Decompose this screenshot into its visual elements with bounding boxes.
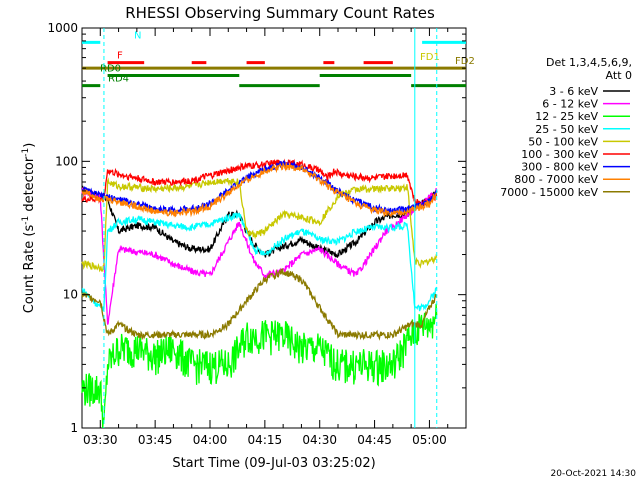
series-line-8 [81,268,438,341]
x-axis-ticks: 03:30 03:45 04:00 04:15 04:30 04:45 05:00 [81,28,467,447]
legend-label: 100 - 300 keV [521,148,598,161]
status-label-fd1: FD1 [420,52,440,63]
series-line-1 [81,186,438,325]
x-tick-label: 04:15 [248,433,283,447]
status-label-fd2: FD2 [455,56,475,67]
status-label-rd4: RD4 [108,74,129,85]
legend-label: 3 - 6 keV [549,85,598,98]
plot-frame [81,27,467,429]
y-tick-label: 1000 [47,21,78,35]
chart-title: RHESSI Observing Summary Count Rates [125,4,435,22]
status-label-n: N [134,30,141,41]
y-tick-label: 100 [55,154,78,168]
y-tick-label: 10 [63,288,78,302]
footer-date: 20-Oct-2021 14:30 [551,469,637,479]
x-tick-label: 05:00 [412,433,447,447]
series-line-7 [81,161,438,218]
legend-header-line1: Det 1,3,4,5,6,9, [546,56,632,69]
status-label-rd0: RD0 [100,64,121,75]
x-tick-label: 04:00 [193,433,228,447]
series-line-3 [81,212,438,312]
series-line-4 [81,177,438,273]
series-line-6 [81,160,437,216]
x-tick-label: 03:45 [138,433,173,447]
y-axis-ticks: 1 10 100 1000 [47,21,466,435]
legend-header-line2: Att 0 [606,69,632,82]
vertical-markers [103,28,438,428]
legend-label: 800 - 7000 keV [514,173,598,186]
status-label-f: F [117,51,123,62]
legend-label: 7000 - 15000 keV [500,186,598,199]
x-tick-label: 03:30 [83,433,118,447]
legend-label: 12 - 25 keV [535,110,598,123]
legend-label: 50 - 100 keV [528,135,598,148]
series-line-5 [81,158,438,209]
legend-label: 25 - 50 keV [535,123,598,136]
x-tick-label: 04:45 [357,433,392,447]
x-axis-label: Start Time (09-Jul-03 03:25:02) [172,456,375,471]
y-tick-label: 1 [70,421,78,435]
legend-label: 300 - 800 keV [521,161,598,174]
y-axis-label: Count Rate (s-1 detector-1) [21,143,37,314]
series-line-0 [81,185,438,258]
legend-label: 6 - 12 keV [542,98,598,111]
x-tick-label: 04:30 [302,433,337,447]
series-line-2 [81,303,438,429]
series-lines [81,158,438,429]
